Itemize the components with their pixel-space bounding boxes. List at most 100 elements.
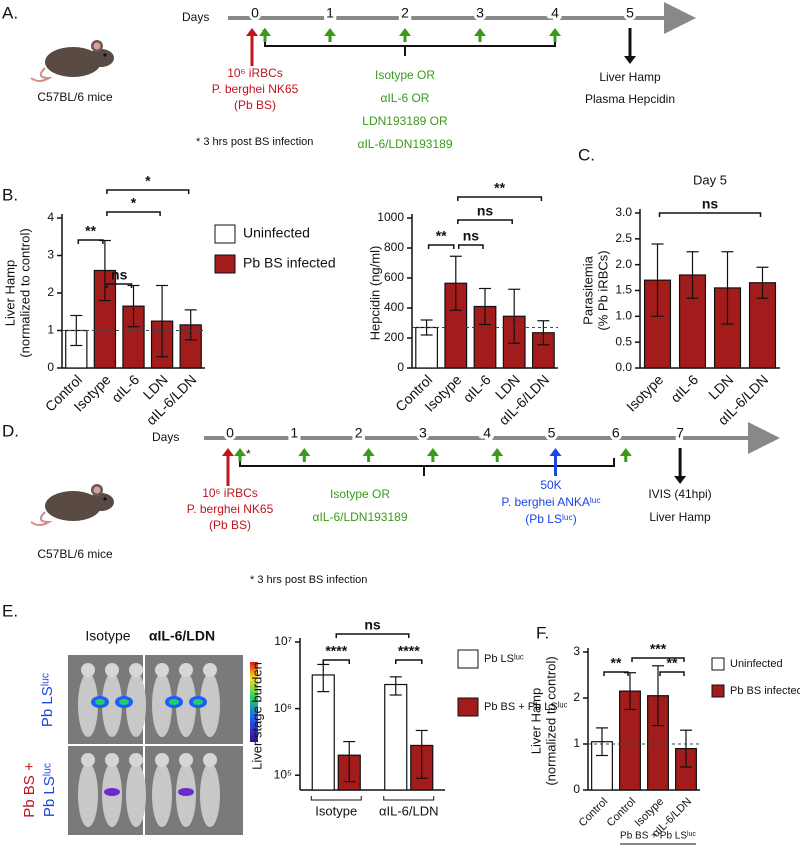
mouse-body bbox=[176, 673, 196, 737]
readout-text: Plasma Hepcidin bbox=[585, 92, 675, 106]
legend-label: Pb BS infected bbox=[730, 685, 800, 697]
significance-bracket bbox=[658, 212, 762, 217]
infection-text: (Pb BS) bbox=[234, 98, 276, 112]
y-tick-label: 0 bbox=[573, 782, 580, 796]
significance-label: ** bbox=[494, 180, 505, 196]
readout-arrow bbox=[674, 476, 687, 484]
mouse-body bbox=[126, 763, 146, 827]
bracket bbox=[239, 458, 615, 476]
mouse-head bbox=[155, 753, 169, 767]
y-tick-label: 4 bbox=[47, 210, 54, 224]
x-tick-label: αIL-6/LDN bbox=[379, 803, 439, 818]
y-tick-label: 2.5 bbox=[615, 231, 632, 245]
x-tick-label: Isotype bbox=[623, 371, 666, 414]
y-axis-label: Liver Hamp bbox=[528, 688, 543, 754]
y-tick-label: 400 bbox=[384, 300, 404, 314]
day-label: 1 bbox=[290, 425, 298, 441]
row-label: Pb LSˡᵘᶜ bbox=[39, 673, 56, 727]
significance-bracket bbox=[106, 283, 133, 288]
day-label: 4 bbox=[551, 5, 559, 21]
infection-text: (Pb BS) bbox=[209, 518, 251, 532]
mouse-icon bbox=[30, 484, 114, 526]
legend-swatch bbox=[711, 657, 725, 671]
challenge-arrow bbox=[549, 448, 562, 456]
mouse-head bbox=[81, 663, 95, 677]
infection-text: P. berghei NK65 bbox=[212, 82, 299, 96]
legend-label: Uninfected bbox=[730, 658, 783, 670]
mouse-body bbox=[78, 763, 98, 827]
signal bbox=[104, 788, 120, 796]
mouse-body bbox=[102, 673, 122, 737]
legend-swatch bbox=[457, 649, 479, 669]
significance-label: ns bbox=[111, 267, 128, 283]
significance-label: * bbox=[145, 173, 151, 189]
legend-label: Pb BS + Pb LSˡᵘᶜ bbox=[484, 701, 568, 713]
imaging: Isotype αIL-6/LDN Pb LSˡᵘᶜ Pb BS + Pb LS… bbox=[21, 628, 258, 835]
imaged-mice bbox=[78, 663, 220, 827]
signal bbox=[178, 788, 194, 796]
mouse-head bbox=[129, 663, 143, 677]
treatment-text: Isotype OR bbox=[375, 68, 435, 82]
panel-label: E. bbox=[2, 601, 18, 620]
treatment-text: LDN193189 OR bbox=[362, 114, 448, 128]
mouse-label: C57BL/6 mice bbox=[37, 547, 113, 561]
y-tick-label: 2 bbox=[573, 690, 580, 704]
note: * 3 hrs post BS infection bbox=[196, 136, 313, 148]
mouse-head bbox=[179, 753, 193, 767]
x-tick-label: Control bbox=[605, 796, 639, 830]
treatment-arrow bbox=[619, 448, 632, 456]
mouse-head bbox=[105, 753, 119, 767]
mouse-body bbox=[200, 763, 220, 827]
treatment-text: αIL-6 OR bbox=[381, 91, 430, 105]
treatment-arrow bbox=[234, 448, 246, 456]
legend-label: Pb LSˡᵘᶜ bbox=[484, 653, 524, 665]
day-label: 5 bbox=[626, 5, 634, 21]
readout-arrow bbox=[624, 56, 636, 64]
signal bbox=[95, 699, 105, 705]
significance-label: **** bbox=[398, 643, 420, 659]
readout-text: Liver Hamp bbox=[649, 510, 711, 524]
note: * 3 hrs post BS infection bbox=[250, 574, 367, 586]
significance-bracket bbox=[659, 671, 685, 676]
group-label: Pb BS + Pb LSˡᵘᶜ bbox=[620, 831, 696, 842]
panel-label: D. bbox=[2, 421, 19, 440]
mouse-body bbox=[78, 673, 98, 737]
significance-bracket bbox=[631, 657, 685, 662]
x-tick-label: αIL-6 bbox=[108, 371, 142, 405]
mouse-icon bbox=[30, 40, 114, 82]
infection-arrow bbox=[246, 28, 258, 36]
infection-text: 10⁶ iRBCs bbox=[227, 66, 283, 80]
x-tick-label: Control bbox=[577, 796, 611, 830]
treatment-arrow bbox=[324, 28, 336, 36]
mouse-label: C57BL/6 mice bbox=[37, 90, 113, 104]
mouse-head bbox=[105, 663, 119, 677]
legend-label: Pb BS infected bbox=[243, 255, 336, 271]
panel-label: A. bbox=[2, 3, 18, 22]
mouse-body bbox=[152, 673, 172, 737]
significance-bracket bbox=[77, 239, 104, 244]
y-tick-label: 0 bbox=[47, 360, 54, 374]
treatment-arrow bbox=[549, 28, 561, 36]
y-tick-label: 0.0 bbox=[615, 360, 632, 374]
day-label: 4 bbox=[483, 425, 491, 441]
y-tick-label: 2.0 bbox=[615, 257, 632, 271]
significance-bracket bbox=[322, 659, 350, 664]
significance-bracket bbox=[457, 219, 513, 224]
significance-label: ns bbox=[463, 228, 480, 244]
y-axis-label: Liver Hamp bbox=[2, 260, 17, 326]
x-tick-label: LDN bbox=[705, 371, 736, 402]
y-tick-label: 10⁵ bbox=[274, 767, 292, 781]
group-bracket bbox=[383, 796, 435, 801]
treatment-arrow bbox=[474, 28, 486, 36]
significance-label: ns bbox=[477, 203, 494, 219]
mouse-body bbox=[200, 673, 220, 737]
treatment-arrow bbox=[491, 448, 504, 456]
significance-label: ** bbox=[85, 223, 96, 239]
x-tick-label: Isotype bbox=[315, 803, 357, 818]
day-label: 1 bbox=[326, 5, 334, 21]
treatment-arrow bbox=[298, 448, 311, 456]
challenge-text: (Pb LSˡᵘᶜ) bbox=[525, 512, 576, 526]
significance-label: ns bbox=[702, 196, 719, 212]
bar bbox=[384, 683, 408, 791]
mouse-head bbox=[179, 663, 193, 677]
